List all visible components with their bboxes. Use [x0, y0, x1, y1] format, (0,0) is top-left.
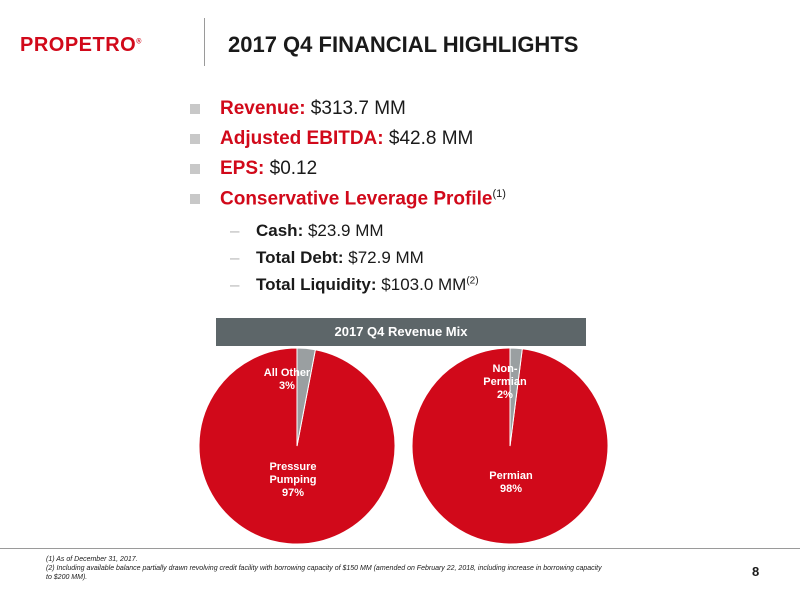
bullet-label: Adjusted EBITDA:: [220, 128, 384, 149]
bullet-label: EPS:: [220, 158, 265, 179]
registered-mark: ®: [136, 38, 142, 46]
sub-bullet-value: $103.0 MM: [376, 275, 467, 294]
bullet-value: $0.12: [264, 158, 318, 179]
square-bullet-icon: [190, 134, 200, 144]
pie-slice-label: All Other 3%: [264, 367, 311, 392]
sub-bullet-label: Cash:: [256, 221, 304, 240]
footnote-2-cont: to $200 MM).: [46, 574, 88, 581]
bullet-label: Conservative Leverage Profile: [220, 188, 493, 210]
pie-slice-label: Pressure Pumping 97%: [269, 461, 316, 499]
sub-bullet-label: Total Debt:: [256, 248, 344, 267]
title-divider: [204, 18, 205, 66]
slide-title: 2017 Q4 FINANCIAL HIGHLIGHTS: [228, 32, 579, 57]
square-bullet-icon: [190, 104, 200, 114]
pie-chart-segment-mix: Pressure Pumping 97% All Other 3%: [198, 347, 396, 545]
footer-divider: [0, 548, 800, 549]
pie-slice: [509, 347, 523, 447]
pie-slice-label: Permian 98%: [489, 470, 533, 495]
bullet-value: $42.8 MM: [383, 128, 474, 149]
dash-bullet-icon: –: [230, 275, 240, 294]
pie-slice: [296, 347, 316, 447]
dash-bullet-icon: –: [230, 248, 240, 267]
footnotes: (1) As of December 31, 2017. (2) Includi…: [46, 555, 706, 582]
footnote-ref: (1): [492, 188, 506, 200]
sub-bullet-label: Total Liquidity:: [256, 275, 377, 294]
pie-chart-region-mix: Permian 98% Non-Permian 2%: [411, 347, 609, 545]
sub-bullet-value: $72.9 MM: [343, 248, 424, 267]
page-number: 8: [752, 564, 760, 579]
pie-slice-label: Non-Permian 2%: [483, 363, 527, 401]
footnote-2: (2) Including available balance partiall…: [46, 565, 602, 572]
footnote-ref: (2): [466, 275, 479, 287]
square-bullet-icon: [190, 164, 200, 174]
sub-bullet-value: $23.9 MM: [303, 221, 384, 240]
bullet-value: $313.7 MM: [305, 98, 406, 119]
footnote-1: (1) As of December 31, 2017.: [46, 556, 138, 563]
logo-text: PROPETRO: [20, 34, 137, 56]
propetro-logo: PROPETRO®: [20, 34, 142, 57]
square-bullet-icon: [190, 194, 200, 204]
dash-bullet-icon: –: [230, 221, 240, 240]
bullet-label: Revenue:: [220, 98, 306, 119]
revenue-mix-header: 2017 Q4 Revenue Mix: [216, 318, 586, 346]
